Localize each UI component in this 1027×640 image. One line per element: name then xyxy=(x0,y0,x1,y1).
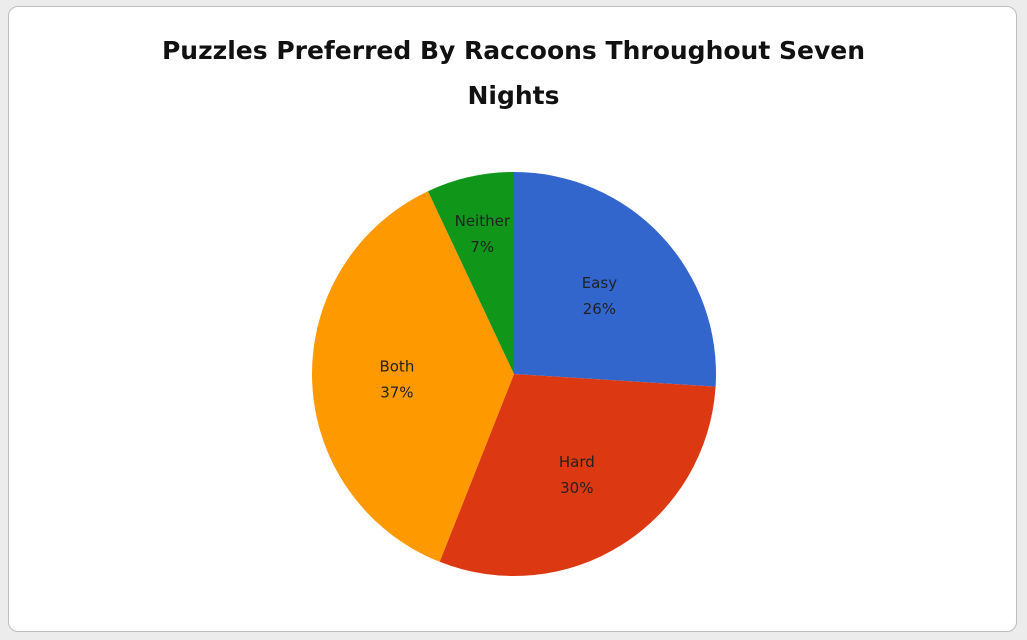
slice-label-hard: Hard xyxy=(559,453,595,471)
pie-slice-hard xyxy=(439,374,716,576)
pie-slice-neither xyxy=(427,172,514,374)
slice-value-neither: 7% xyxy=(470,238,494,256)
pie-slice-both xyxy=(311,191,514,562)
chart-title: Puzzles Preferred By Raccoons Throughout… xyxy=(0,28,1027,118)
slice-label-both: Both xyxy=(379,358,414,376)
slice-label-easy: Easy xyxy=(582,274,617,292)
slice-value-hard: 30% xyxy=(560,479,593,497)
slice-label-neither: Neither xyxy=(455,212,511,230)
slice-value-both: 37% xyxy=(380,384,413,402)
pie-labels: Easy 26% Hard 30% Both 37% Neither 7% xyxy=(379,212,617,497)
pie-slices xyxy=(311,172,716,576)
chart-title-line-1: Puzzles Preferred By Raccoons Throughout… xyxy=(161,36,865,65)
slice-value-easy: 26% xyxy=(583,300,616,318)
chart-title-line-2: Nights xyxy=(467,81,560,110)
pie-slice-easy xyxy=(514,172,716,387)
